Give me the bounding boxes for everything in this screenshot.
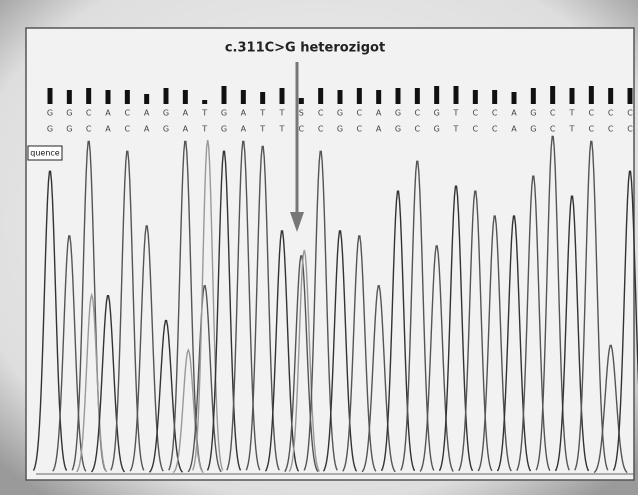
quality-bar	[512, 92, 517, 104]
base-call: C	[357, 125, 363, 134]
base-call: C	[125, 125, 131, 134]
quality-bar	[550, 86, 555, 104]
base-call: G	[530, 125, 536, 134]
base-call: C	[608, 125, 614, 134]
quality-bar	[106, 90, 111, 104]
quality-bar	[589, 86, 594, 104]
base-call: G	[337, 109, 343, 118]
base-call: A	[183, 109, 189, 118]
base-call: G	[163, 125, 169, 134]
base-call: C	[473, 125, 479, 134]
base-call: A	[144, 109, 150, 118]
base-call: G	[221, 109, 227, 118]
base-call: G	[434, 109, 440, 118]
base-call: C	[299, 125, 305, 134]
base-call: C	[318, 125, 324, 134]
base-call: A	[241, 125, 247, 134]
quality-bar	[67, 90, 72, 104]
base-call: A	[105, 125, 111, 134]
quality-bar	[570, 88, 575, 104]
base-call: T	[569, 125, 575, 134]
base-call: T	[279, 109, 285, 118]
quality-bar	[473, 90, 478, 104]
base-call: T	[279, 125, 285, 134]
base-call: C	[86, 125, 92, 134]
base-call: A	[511, 109, 517, 118]
base-call: G	[395, 109, 401, 118]
base-call: C	[473, 109, 479, 118]
quality-bar	[454, 86, 459, 104]
quality-bar	[164, 88, 169, 104]
quality-bar	[86, 88, 91, 104]
base-call: T	[259, 125, 265, 134]
quality-bar	[376, 90, 381, 104]
base-call: T	[259, 109, 265, 118]
quality-bar	[318, 88, 323, 104]
base-call: A	[241, 109, 247, 118]
base-call: C	[627, 109, 633, 118]
base-call: G	[66, 125, 72, 134]
base-call: T	[201, 109, 207, 118]
base-call: T	[453, 109, 459, 118]
base-call: C	[550, 125, 556, 134]
annotation: c.311C>G heterozigot	[225, 41, 385, 56]
base-call: G	[434, 125, 440, 134]
base-call: C	[318, 109, 324, 118]
base-call: C	[627, 125, 633, 134]
base-call: C	[86, 109, 92, 118]
quality-bar	[222, 86, 227, 104]
base-call: G	[47, 125, 53, 134]
base-call: C	[357, 109, 363, 118]
quality-bar	[260, 92, 265, 104]
base-call: G	[66, 109, 72, 118]
base-call: C	[492, 109, 498, 118]
base-call: S	[299, 109, 304, 118]
page: c.311C>G heterozigot quence GGGGCCAACCAA…	[0, 0, 638, 495]
quality-bar	[492, 90, 497, 104]
quality-bar	[415, 88, 420, 104]
quality-bar	[202, 100, 207, 104]
quality-bar	[241, 90, 246, 104]
base-call: G	[221, 125, 227, 134]
quality-bar	[628, 88, 633, 104]
base-call: G	[395, 125, 401, 134]
base-call: C	[608, 109, 614, 118]
track-label: quence	[30, 149, 60, 158]
base-call: C	[415, 109, 421, 118]
base-call: G	[47, 109, 53, 118]
quality-bar	[434, 86, 439, 104]
base-call: A	[511, 125, 517, 134]
quality-bar	[125, 90, 130, 104]
base-call: T	[201, 125, 207, 134]
base-call: C	[415, 125, 421, 134]
base-call: C	[589, 125, 595, 134]
base-call: T	[569, 109, 575, 118]
base-call: G	[530, 109, 536, 118]
base-call: T	[453, 125, 459, 134]
base-call: G	[163, 109, 169, 118]
base-call: C	[492, 125, 498, 134]
quality-bar	[144, 94, 149, 104]
base-call: G	[337, 125, 343, 134]
base-call: C	[589, 109, 595, 118]
base-call: A	[183, 125, 189, 134]
base-call: A	[105, 109, 111, 118]
quality-bar	[396, 88, 401, 104]
base-call: C	[125, 109, 131, 118]
base-call: A	[376, 109, 382, 118]
quality-bar	[608, 88, 613, 104]
quality-bar	[280, 88, 285, 104]
quality-bar	[48, 88, 53, 104]
quality-bar	[299, 98, 304, 104]
quality-bar	[531, 88, 536, 104]
base-call: A	[376, 125, 382, 134]
quality-bar	[183, 90, 188, 104]
base-call: A	[144, 125, 150, 134]
base-call: C	[550, 109, 556, 118]
chromatogram-photo: c.311C>G heterozigot quence GGGGCCAACCAA…	[0, 0, 638, 495]
quality-bar	[357, 88, 362, 104]
quality-bar	[338, 90, 343, 104]
